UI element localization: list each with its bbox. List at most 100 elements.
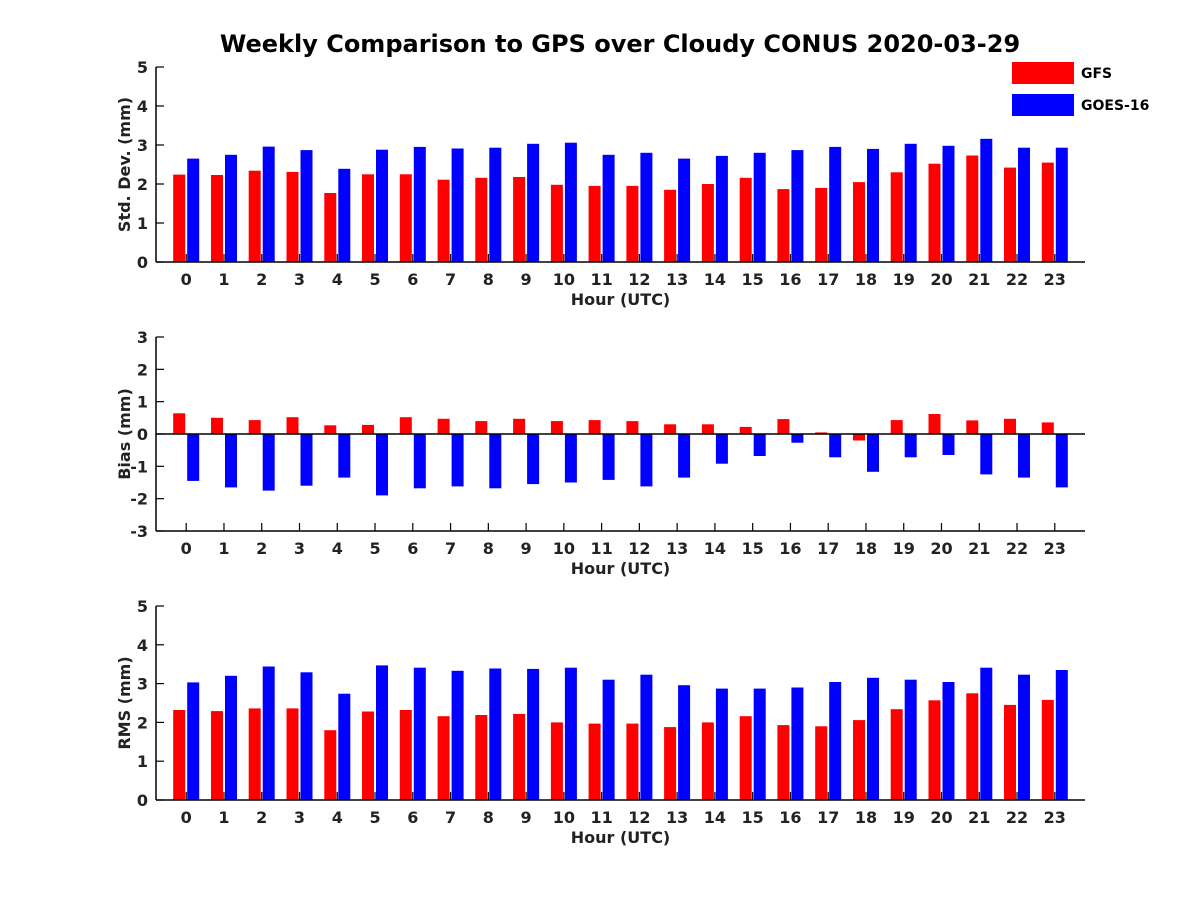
- bar-gfs-12: [626, 421, 639, 434]
- x-tick-label: 10: [553, 539, 575, 558]
- x-tick-label: 5: [369, 808, 380, 827]
- bar-gfs-20: [928, 163, 941, 262]
- legend-label-goes-16: GOES-16: [1081, 98, 1149, 114]
- x-tick-label: 6: [407, 539, 418, 558]
- y-tick-label: 5: [137, 58, 148, 77]
- bar-goes-16-21: [980, 667, 993, 800]
- x-tick-label: 2: [256, 808, 267, 827]
- bar-gfs-10: [550, 421, 563, 434]
- bar-gfs-3: [286, 708, 299, 800]
- x-tick-label: 4: [332, 808, 343, 827]
- bar-goes-16-12: [640, 674, 653, 800]
- x-tick-label: 10: [553, 808, 575, 827]
- legend: GFS GOES-16: [1012, 62, 1149, 116]
- bar-goes-16-17: [829, 682, 842, 800]
- bar-gfs-7: [437, 716, 450, 800]
- bar-goes-16-6: [413, 434, 426, 489]
- bar-goes-16-9: [527, 143, 540, 262]
- bar-gfs-5: [362, 174, 374, 263]
- bar-gfs-16: [777, 189, 790, 262]
- bar-goes-16-7: [451, 434, 464, 487]
- bar-gfs-9: [513, 418, 526, 434]
- y-tick-label: -2: [130, 490, 148, 509]
- bar-gfs-21: [966, 693, 979, 800]
- bar-goes-16-9: [527, 668, 540, 800]
- x-tick-label: 9: [521, 808, 532, 827]
- bar-goes-16-16: [791, 434, 804, 443]
- bar-gfs-11: [588, 420, 601, 434]
- x-tick-label: 19: [893, 270, 915, 289]
- bar-goes-16-1: [225, 675, 237, 800]
- bar-gfs-8: [475, 715, 488, 800]
- bar-goes-16-15: [753, 434, 766, 456]
- x-tick-label: 12: [628, 539, 650, 558]
- bar-gfs-16: [777, 725, 790, 800]
- x-tick-label: 12: [628, 270, 650, 289]
- bar-gfs-18: [853, 434, 865, 441]
- y-tick-label: 4: [137, 636, 148, 655]
- bar-gfs-3: [286, 417, 299, 434]
- bar-gfs-0: [173, 413, 186, 434]
- bar-gfs-3: [286, 171, 299, 262]
- bar-gfs-6: [399, 417, 412, 434]
- bar-gfs-10: [550, 184, 563, 262]
- x-axis-label: Hour (UTC): [571, 828, 671, 847]
- bar-gfs-14: [701, 424, 714, 434]
- bar-gfs-17: [815, 187, 828, 262]
- bar-gfs-21: [966, 420, 979, 434]
- bar-goes-16-17: [829, 146, 842, 262]
- bar-gfs-14: [701, 722, 714, 800]
- bar-gfs-23: [1041, 162, 1054, 262]
- x-tick-label: 8: [483, 270, 494, 289]
- x-tick-label: 21: [968, 270, 990, 289]
- x-tick-label: 4: [332, 270, 343, 289]
- bar-gfs-9: [513, 177, 526, 262]
- y-tick-label: 2: [137, 360, 148, 379]
- y-tick-label: 0: [137, 253, 148, 272]
- x-tick-label: 15: [742, 270, 764, 289]
- bar-gfs-8: [475, 177, 488, 262]
- bar-goes-16-3: [300, 672, 313, 800]
- x-tick-label: 16: [779, 808, 801, 827]
- bar-goes-16-13: [678, 434, 691, 478]
- x-tick-label: 0: [181, 539, 192, 558]
- x-tick-label: 9: [521, 270, 532, 289]
- x-tick-label: 15: [742, 808, 764, 827]
- x-tick-label: 23: [1044, 539, 1066, 558]
- bar-gfs-20: [928, 700, 941, 800]
- x-tick-label: 11: [590, 539, 612, 558]
- x-tick-label: 14: [704, 539, 726, 558]
- bar-gfs-4: [324, 193, 337, 262]
- x-tick-label: 9: [521, 539, 532, 558]
- x-tick-label: 2: [256, 270, 267, 289]
- x-tick-label: 21: [968, 539, 990, 558]
- bar-gfs-0: [173, 174, 186, 262]
- bar-gfs-12: [626, 723, 639, 800]
- bar-gfs-4: [324, 730, 337, 800]
- bar-goes-16-8: [489, 668, 502, 800]
- y-tick-label: 4: [137, 97, 148, 116]
- y-tick-label: 3: [137, 328, 148, 347]
- bar-gfs-0: [173, 710, 186, 800]
- legend-swatch-gfs: [1012, 62, 1074, 84]
- x-tick-label: 3: [294, 539, 305, 558]
- bar-goes-16-19: [904, 434, 917, 458]
- bar-goes-16-14: [715, 434, 728, 464]
- x-tick-label: 7: [445, 270, 456, 289]
- bar-gfs-2: [248, 170, 261, 262]
- legend-swatch-goes-16: [1012, 94, 1074, 116]
- bar-gfs-7: [437, 418, 450, 434]
- x-tick-label: 22: [1006, 539, 1028, 558]
- x-tick-label: 8: [483, 808, 494, 827]
- bar-goes-16-6: [413, 667, 426, 800]
- bar-gfs-15: [739, 426, 752, 434]
- x-tick-label: 13: [666, 270, 688, 289]
- y-tick-label: 0: [137, 791, 148, 810]
- bar-goes-16-5: [376, 434, 388, 496]
- bar-goes-16-1: [225, 154, 237, 263]
- bar-gfs-23: [1041, 422, 1054, 434]
- bar-goes-16-11: [602, 434, 615, 480]
- x-tick-label: 6: [407, 808, 418, 827]
- bar-goes-16-8: [489, 147, 502, 262]
